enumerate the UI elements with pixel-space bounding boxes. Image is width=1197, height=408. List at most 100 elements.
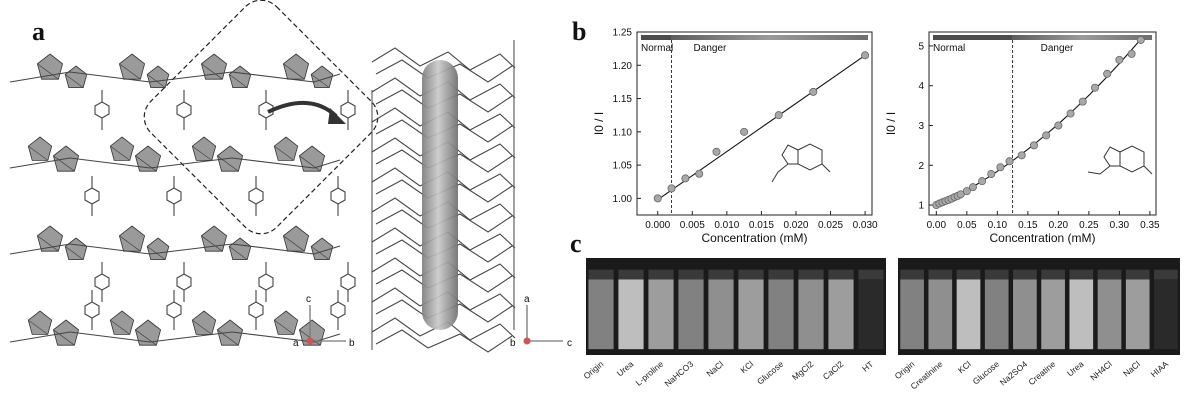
benzene-ring [248, 187, 264, 205]
vial-label: Origin [581, 359, 605, 381]
vial-cap [738, 269, 764, 280]
serotonin-structure [771, 143, 831, 183]
axis-b-label: b [349, 338, 355, 349]
vial [900, 279, 924, 350]
vial-label: NaHCO3 [662, 359, 695, 389]
metal-polyhedron [310, 237, 334, 261]
polyhedron-edge [119, 235, 141, 252]
polyhedron-edge [274, 145, 295, 161]
y-axis-label: I0 / I [592, 112, 606, 135]
data-point [667, 184, 676, 193]
x-tick-label: 0.000 [645, 220, 670, 231]
x-tick-label: 0.35 [1140, 220, 1160, 231]
metal-polyhedron [298, 319, 326, 346]
danger-region-label: Danger [1041, 43, 1074, 54]
vial-label: Urea [1065, 359, 1086, 379]
polyhedron-edge [110, 319, 131, 335]
danger-band [671, 35, 868, 40]
y-axis-label: I0 / I [884, 112, 898, 135]
vial-cap [1097, 269, 1122, 280]
y-tick-label: 1.20 [613, 61, 633, 72]
metal-polyhedron [36, 53, 64, 80]
polyhedron-edge [310, 74, 330, 88]
x-tick-label: 0.005 [680, 220, 705, 231]
vial [1069, 279, 1094, 350]
x-tick-label: 0.020 [783, 220, 808, 231]
benzene-ring [176, 101, 192, 119]
benzene-ring [166, 301, 182, 319]
vial-cap [768, 269, 794, 280]
vial-label: Glucose [755, 359, 786, 387]
fit-line [657, 54, 866, 201]
metal-polyhedron [310, 65, 334, 88]
x-tick-label: 0.010 [714, 220, 739, 231]
data-point [968, 183, 977, 192]
y-tick-label: 1.00 [613, 194, 633, 205]
vial-cap [828, 269, 854, 280]
polyhedron-edge [310, 246, 330, 260]
data-point [1042, 131, 1051, 140]
benzene-ring [330, 187, 346, 205]
polyhedron-edge [228, 74, 248, 88]
polyhedron-edge [37, 63, 59, 80]
metal-polyhedron [298, 145, 326, 172]
data-point [774, 111, 783, 120]
vial-cap [798, 269, 824, 280]
polyhedron-edge [228, 246, 248, 260]
polyhedron-edge [28, 145, 49, 161]
axis-a-label-right: a [524, 294, 530, 305]
y-tick-label: 3 [918, 121, 924, 132]
benzene-ring [166, 187, 182, 205]
metal-polyhedron [282, 53, 310, 80]
x-tick-label: 0.015 [749, 220, 774, 231]
panel-letter-b: b [572, 17, 586, 46]
highlight-dashed-box [143, 0, 379, 235]
benzene-ring [84, 187, 100, 205]
framework-bonds [9, 157, 341, 169]
polyhedron-edge [119, 63, 141, 80]
vial-cap [588, 269, 614, 280]
polyhedron-edge [135, 329, 157, 346]
benzene-ring [94, 273, 110, 291]
metal-polyhedron [27, 136, 53, 161]
data-point [1054, 121, 1063, 130]
data-point [1029, 141, 1038, 150]
vial-cap [648, 269, 674, 280]
metal-polyhedron [134, 145, 162, 172]
vial [1154, 279, 1178, 350]
benzene-ring [258, 273, 274, 291]
polyhedron-edge [283, 235, 305, 252]
vial-label: Origin [893, 359, 917, 381]
data-point [1127, 49, 1136, 58]
metal-polyhedron [109, 136, 135, 161]
danger-region-label: Danger [694, 43, 727, 54]
vial-label: L-proline [634, 359, 666, 388]
data-point [962, 187, 971, 196]
y-tick-label: 4 [918, 81, 924, 92]
metal-polyhedron [134, 319, 162, 346]
metal-polyhedron [109, 310, 135, 335]
data-point [695, 169, 704, 178]
vial-label: KCl [956, 359, 973, 376]
vial [798, 279, 824, 350]
vial-label: NH4Cl [1088, 359, 1114, 383]
vial-label: NaCl [1121, 359, 1142, 379]
polyhedron-edge [37, 235, 59, 252]
metal-polyhedron [36, 225, 64, 252]
vial-cap [858, 269, 884, 280]
y-tick-label: 1.05 [613, 161, 633, 172]
benzene-ring [340, 101, 356, 119]
axes-indicator-right: a b c [510, 294, 572, 349]
y-tick-label: 1 [918, 201, 924, 212]
vial-cap [678, 269, 704, 280]
vial-label: Na2SO4 [998, 359, 1030, 388]
plot-frame [928, 31, 1157, 216]
framework-bonds [9, 243, 341, 255]
metal-polyhedron [191, 310, 217, 335]
vial [1041, 279, 1065, 350]
polyhedron-edge [201, 235, 223, 252]
metal-polyhedron [228, 65, 252, 88]
metal-polyhedron [273, 310, 299, 335]
polyhedron-edge [135, 155, 157, 172]
